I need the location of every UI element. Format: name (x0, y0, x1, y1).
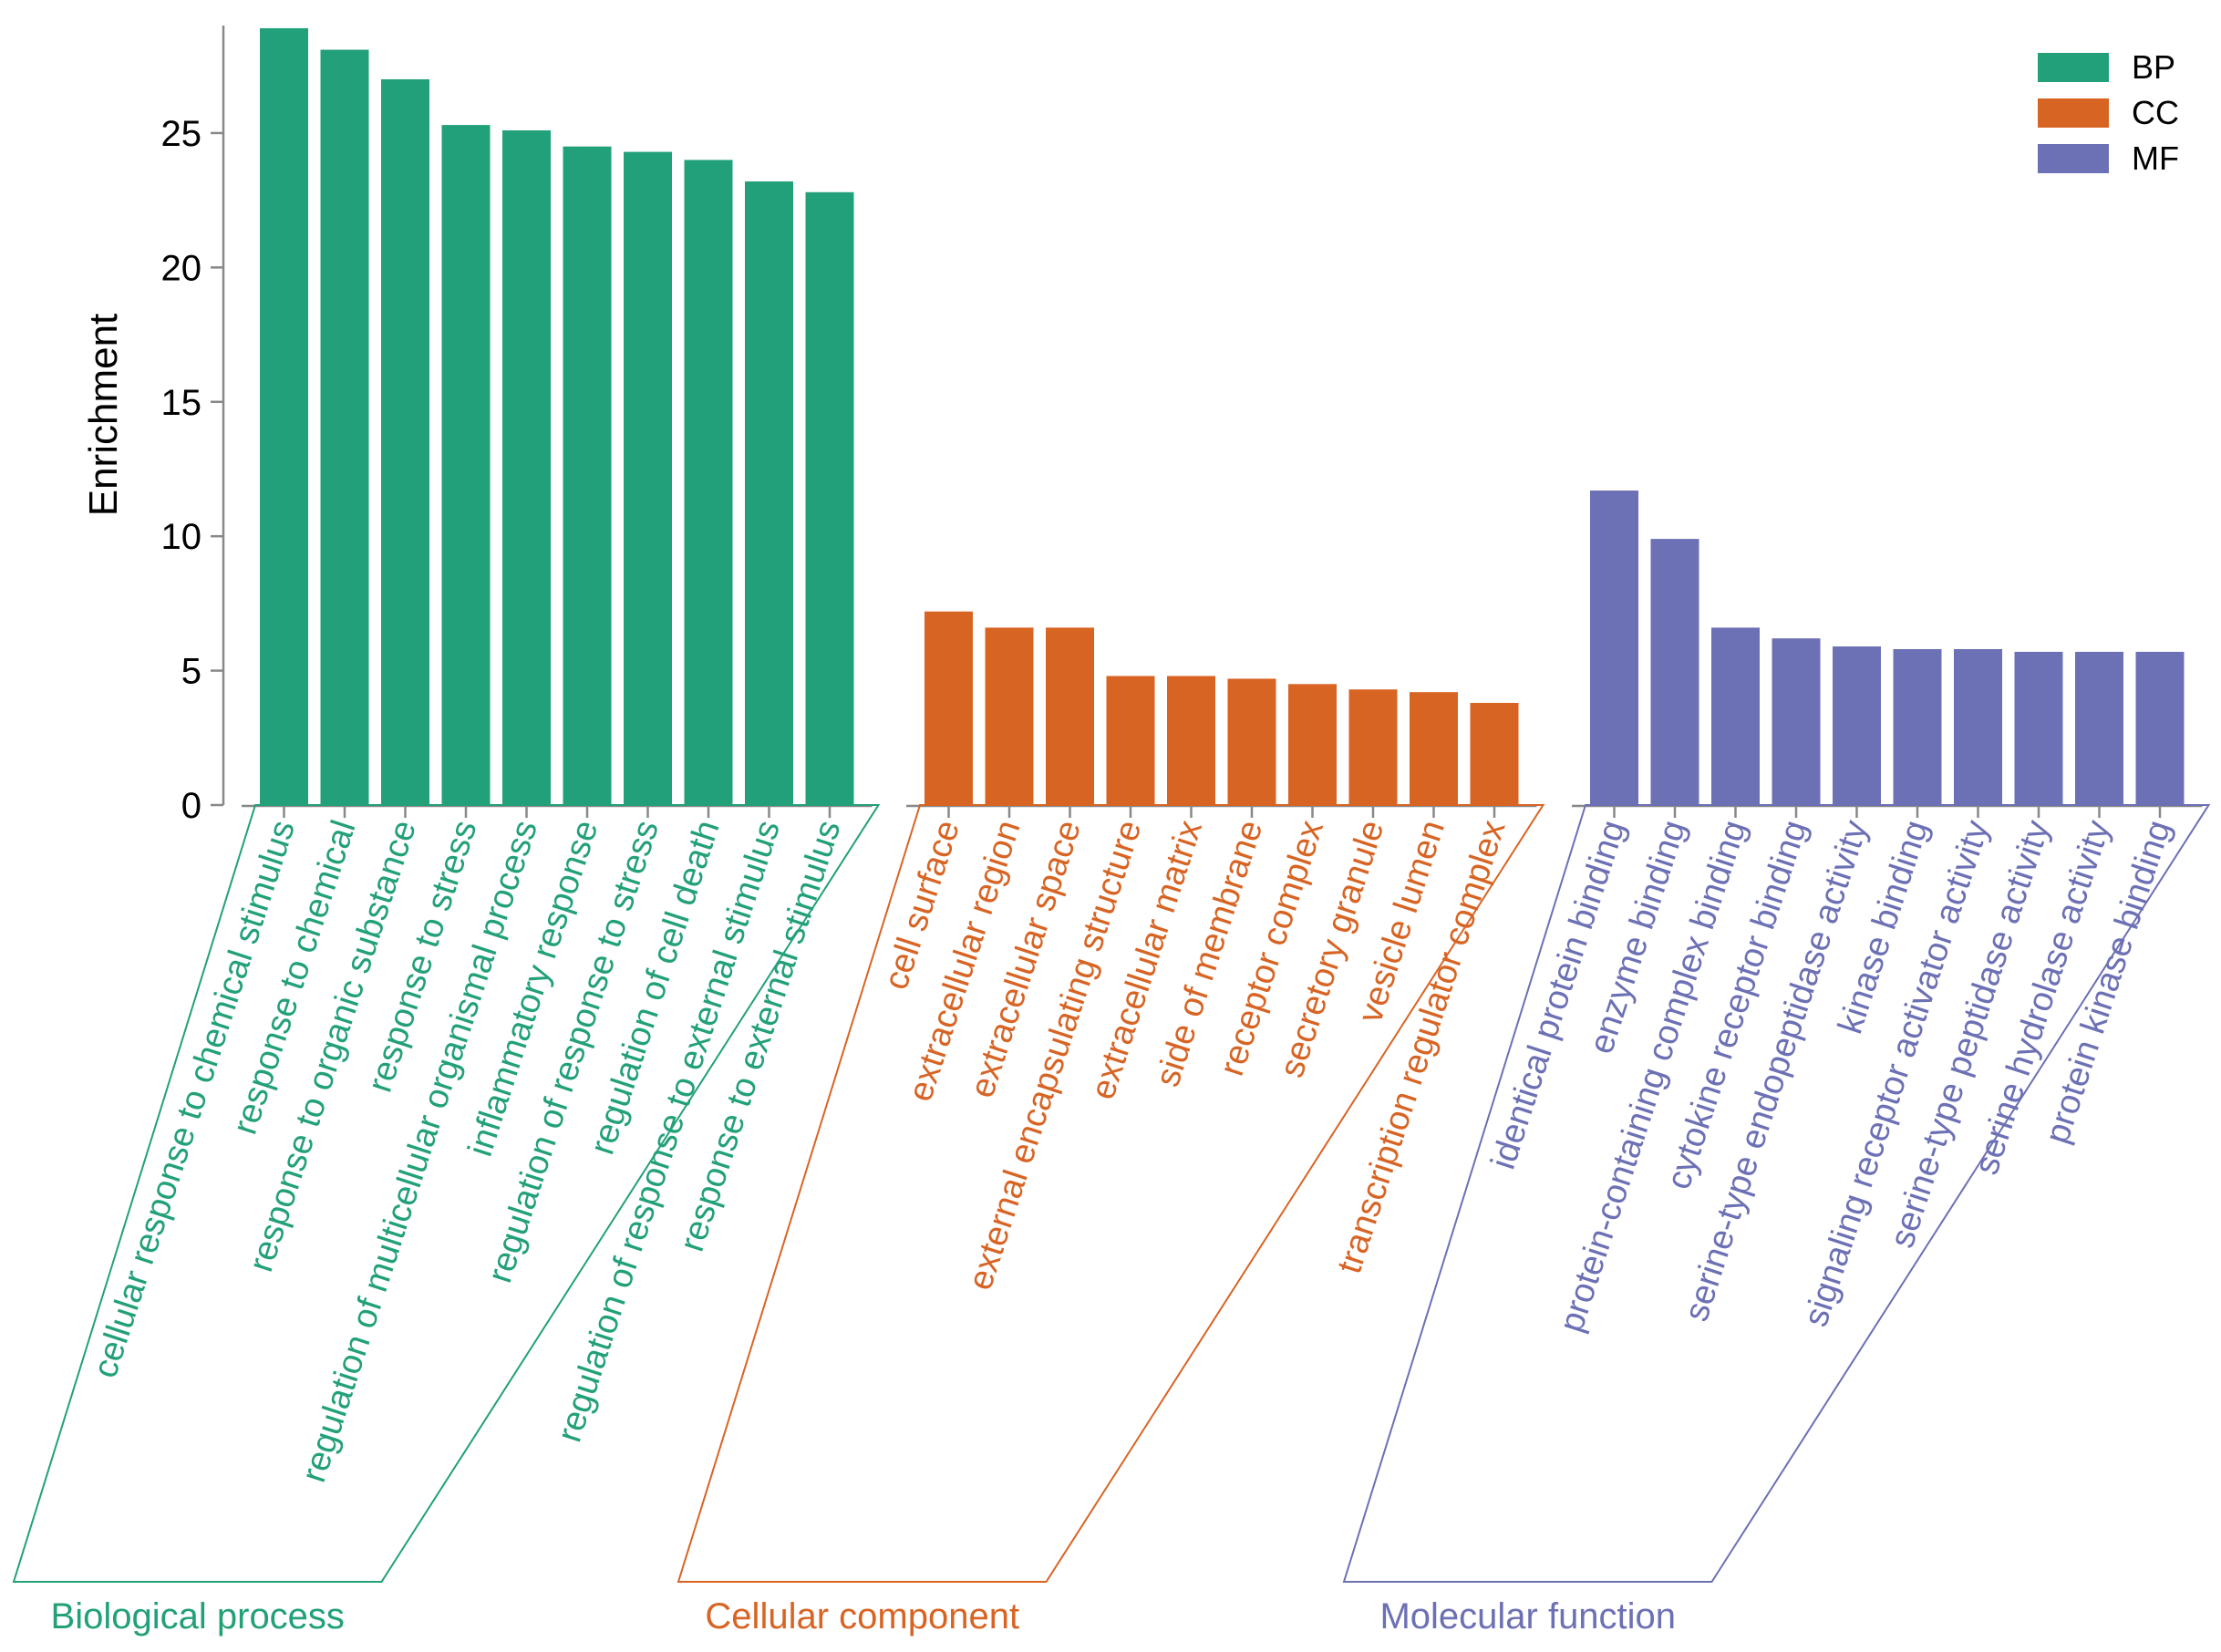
bar-bp (502, 129, 551, 805)
group-bracket-cc (677, 804, 1545, 1583)
bar-bp (563, 146, 612, 805)
bar-cc (985, 627, 1034, 805)
bar-cc (1288, 684, 1337, 805)
bar-cc (1046, 627, 1094, 805)
bar-cc (1227, 678, 1276, 805)
bar-mf (1650, 539, 1699, 805)
bar-mf (2075, 651, 2123, 805)
y-tick-label: 15 (161, 383, 202, 423)
y-tick-label: 10 (161, 517, 202, 557)
bar-cc (1167, 676, 1215, 805)
group-bracket-bp (12, 804, 881, 1583)
y-axis-title: Enrichment (81, 314, 126, 517)
group-label-bp: Biological process (51, 1596, 345, 1637)
bar-bp (805, 191, 854, 806)
legend-swatch-cc (2038, 98, 2109, 128)
bars-layer (260, 27, 2185, 806)
legend-label-mf: MF (2132, 139, 2179, 177)
bar-mf (1772, 638, 1821, 805)
y-tick-label: 25 (161, 114, 202, 154)
y-axis: 0 5 10 15 20 25 (161, 26, 225, 826)
legend-label-cc: CC (2132, 94, 2179, 131)
bar-mf (1954, 649, 2002, 805)
bar-bp (381, 78, 429, 805)
bar-cc (925, 611, 973, 805)
y-tick-label: 20 (161, 248, 202, 288)
x-ticks-layer (242, 804, 2203, 818)
group-brackets-layer: Biological process Cellular component Mole… (12, 804, 2211, 1637)
bar-cc (1470, 702, 1519, 805)
bar-mf (2135, 651, 2185, 805)
bar-cc (1348, 689, 1398, 805)
bar-bp (684, 160, 733, 805)
group-bracket-mf (1342, 804, 2211, 1583)
legend-label-bp: BP (2132, 48, 2175, 86)
group-label-mf: Molecular function (1379, 1596, 1676, 1637)
bar-bp (260, 27, 308, 805)
bar-bp (441, 125, 491, 806)
group-label-cc: Cellular component (705, 1596, 1019, 1637)
bar-mf (2014, 651, 2063, 805)
bar-bp (624, 151, 672, 805)
bar-mf (1711, 627, 1760, 805)
bar-cc (1410, 692, 1458, 805)
bar-mf (1833, 646, 1881, 805)
legend-swatch-mf (2038, 144, 2109, 173)
bar-bp (745, 181, 793, 805)
bar-mf (1590, 490, 1638, 805)
bar-bp (320, 49, 369, 805)
legend-swatch-bp (2038, 53, 2109, 82)
bar-mf (1893, 649, 1942, 805)
bar-cc (1106, 676, 1155, 805)
y-tick-label: 5 (181, 652, 201, 692)
category-labels-layer: cellular response to chemical stimulusre… (86, 816, 2178, 1487)
legend: BP CC MF (2038, 48, 2179, 177)
y-tick-label: 0 (181, 786, 201, 826)
